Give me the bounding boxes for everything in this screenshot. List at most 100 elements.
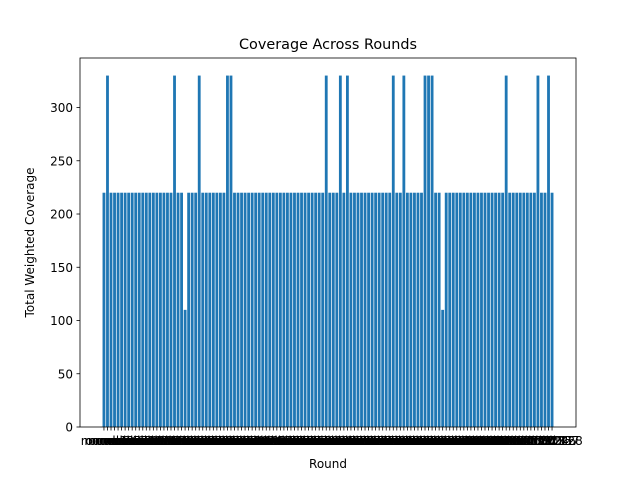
y-tick-label: 50	[58, 367, 73, 381]
x-tick-label: round 20	[144, 434, 198, 448]
bar	[525, 192, 529, 427]
bar	[473, 192, 476, 427]
x-tick-label: round 98	[419, 434, 473, 448]
bar	[116, 192, 120, 427]
x-tick-label: round 90	[391, 434, 445, 448]
bar	[169, 192, 173, 427]
x-tick-label: round 73	[331, 434, 385, 448]
y-tick-label: 300	[50, 101, 73, 115]
bar	[437, 192, 441, 427]
bar	[321, 192, 325, 427]
x-tick-label: round 43	[225, 434, 279, 448]
bar	[310, 192, 314, 427]
x-tick-label: round 53	[260, 434, 314, 448]
x-tick-label: round 45	[232, 434, 286, 448]
bar	[402, 75, 406, 428]
bar	[102, 192, 106, 427]
bar	[483, 192, 487, 427]
x-tick-label: round 67	[310, 434, 364, 448]
bar	[441, 309, 445, 427]
bar	[271, 192, 275, 427]
bar	[536, 75, 540, 428]
bar	[247, 192, 251, 427]
x-tick-label: round 5	[95, 434, 141, 448]
x-tick-label: round 19	[140, 434, 194, 448]
bar	[296, 192, 300, 427]
x-tick-label: round 32	[186, 434, 240, 448]
x-tick-label: round 96	[412, 434, 466, 448]
bar	[141, 192, 145, 427]
x-tick-label: round 106	[444, 434, 506, 448]
x-tick-label: round 95	[409, 434, 463, 448]
bar	[307, 192, 311, 427]
x-tick-label: round 63	[296, 434, 350, 448]
x-tick-label: round 9	[109, 434, 155, 448]
x-tick-label: round 107	[447, 434, 509, 448]
x-tick-label: round 120	[493, 434, 555, 448]
bar	[550, 192, 554, 427]
x-tick-label: round 91	[395, 434, 449, 448]
bar	[229, 75, 233, 428]
bar	[462, 192, 466, 427]
bar	[289, 192, 293, 427]
x-tick-label: round 44	[229, 434, 283, 448]
bar	[190, 192, 194, 427]
bar	[243, 192, 247, 427]
x-tick-label: round 89	[387, 434, 441, 448]
x-tick-label: round 74	[335, 434, 389, 448]
bar	[374, 192, 378, 427]
y-tick-label: 250	[50, 154, 73, 168]
x-tick-label: round 88	[384, 434, 438, 448]
x-tick-label: round 38	[208, 434, 262, 448]
bar	[331, 192, 335, 427]
x-tick-label: round 24	[158, 434, 212, 448]
bar	[349, 192, 353, 427]
x-tick-label: round 110	[458, 434, 520, 448]
x-tick-label: round 66	[306, 434, 360, 448]
bar	[405, 192, 409, 427]
x-tick-label: round 114	[472, 434, 534, 448]
x-tick-label: round 29	[176, 434, 230, 448]
x-tick-label: round 80	[356, 434, 410, 448]
x-tick-label: round 101	[426, 434, 488, 448]
bar	[300, 192, 303, 427]
bar	[381, 192, 385, 427]
x-tick-label: round 31	[183, 434, 237, 448]
bar	[261, 192, 265, 427]
bar	[448, 192, 452, 427]
x-tick-label: round 46	[236, 434, 290, 448]
bar	[120, 192, 124, 427]
bar	[469, 192, 473, 427]
bar	[540, 192, 543, 427]
bar	[151, 192, 155, 427]
bar	[282, 192, 286, 427]
x-tick-label: round 103	[433, 434, 495, 448]
bar	[109, 192, 113, 427]
bar	[360, 192, 363, 427]
bar	[384, 192, 388, 427]
x-tick-label: round 77	[345, 434, 399, 448]
x-tick-label: round 16	[130, 434, 184, 448]
x-tick-label: round 92	[398, 434, 452, 448]
bar	[264, 192, 268, 427]
x-tick-label: round 3	[88, 434, 134, 448]
x-tick-label: round 37	[204, 434, 258, 448]
bar	[480, 192, 483, 427]
x-tick-label: round 99	[423, 434, 477, 448]
x-tick-label: round 69	[317, 434, 371, 448]
bar	[476, 192, 480, 427]
x-tick-label: round 122	[500, 434, 562, 448]
bar	[137, 192, 141, 427]
bar	[134, 192, 138, 427]
bar	[458, 192, 462, 427]
x-tick-label: round 79	[352, 434, 406, 448]
bar	[518, 192, 522, 427]
x-tick-label: round 11	[112, 434, 166, 448]
x-tick-label: round 15	[126, 434, 180, 448]
bar	[204, 192, 208, 427]
bar	[194, 192, 198, 427]
x-tick-label: round 17	[133, 434, 187, 448]
x-tick-label: round 26	[165, 434, 219, 448]
bar	[148, 192, 152, 427]
bar	[335, 192, 339, 427]
